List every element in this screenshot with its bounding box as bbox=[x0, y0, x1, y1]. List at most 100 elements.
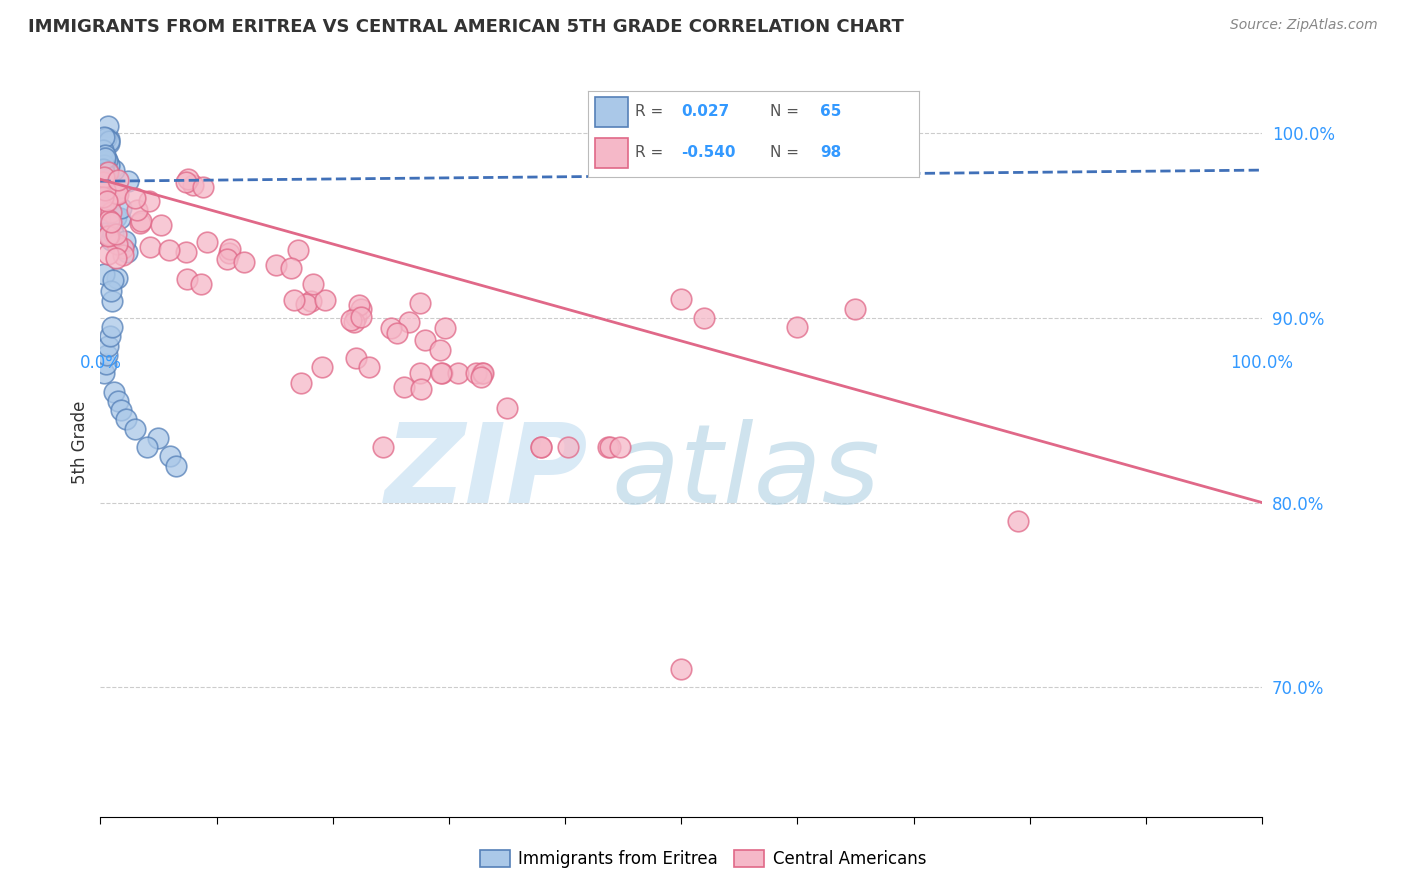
Point bbox=[471, 366, 494, 380]
Point bbox=[96, 357, 118, 371]
Point bbox=[176, 272, 198, 286]
Point bbox=[96, 348, 118, 362]
Point bbox=[98, 329, 121, 343]
Point bbox=[295, 297, 318, 311]
Point bbox=[91, 200, 114, 214]
Point bbox=[350, 310, 373, 325]
Point bbox=[150, 219, 173, 233]
Point bbox=[464, 366, 486, 380]
Point bbox=[91, 219, 114, 233]
Point bbox=[314, 293, 336, 307]
Point bbox=[398, 315, 420, 329]
Point bbox=[195, 235, 218, 250]
Text: 0.0%: 0.0% bbox=[79, 354, 121, 372]
Point bbox=[91, 201, 114, 215]
Point bbox=[98, 159, 121, 173]
Point bbox=[693, 310, 716, 325]
Point bbox=[103, 384, 125, 399]
Point bbox=[283, 293, 305, 307]
Point bbox=[98, 227, 121, 242]
Point bbox=[385, 326, 408, 340]
Point bbox=[110, 201, 132, 215]
Point bbox=[93, 267, 115, 281]
Point bbox=[103, 162, 125, 177]
Point bbox=[357, 359, 380, 374]
Point bbox=[472, 366, 495, 380]
Point bbox=[128, 216, 150, 230]
Point bbox=[98, 132, 121, 146]
Point bbox=[91, 215, 114, 229]
Point bbox=[429, 343, 451, 357]
Point bbox=[233, 255, 256, 269]
Point bbox=[94, 130, 117, 145]
Point bbox=[394, 380, 416, 394]
Point bbox=[93, 190, 115, 204]
Point bbox=[101, 227, 124, 241]
Point bbox=[135, 440, 157, 454]
Point bbox=[93, 366, 115, 380]
Point bbox=[105, 186, 128, 200]
Point bbox=[347, 298, 370, 312]
Point bbox=[596, 440, 619, 454]
Point bbox=[96, 164, 118, 178]
Point bbox=[91, 214, 114, 228]
Point bbox=[433, 321, 456, 335]
Point bbox=[107, 186, 129, 201]
Point bbox=[117, 174, 139, 188]
Point bbox=[91, 193, 114, 207]
Point bbox=[94, 147, 117, 161]
Point bbox=[218, 245, 240, 260]
Point bbox=[344, 351, 367, 365]
Point bbox=[264, 258, 287, 272]
Text: ZIP: ZIP bbox=[385, 419, 588, 526]
Point bbox=[112, 241, 135, 255]
Point bbox=[176, 245, 198, 260]
Point bbox=[409, 382, 432, 396]
Point bbox=[104, 227, 127, 241]
Point bbox=[94, 183, 117, 197]
Point bbox=[96, 153, 118, 167]
Point bbox=[193, 180, 215, 194]
Point bbox=[105, 236, 128, 251]
Point bbox=[97, 247, 120, 261]
Point bbox=[373, 440, 395, 454]
Point bbox=[97, 338, 120, 352]
Point bbox=[101, 294, 124, 309]
Point bbox=[98, 213, 121, 227]
Point bbox=[93, 226, 115, 240]
Point bbox=[93, 158, 115, 172]
Point bbox=[94, 182, 117, 196]
Point bbox=[107, 173, 129, 187]
Point bbox=[183, 178, 205, 192]
Text: 100.0%: 100.0% bbox=[1230, 354, 1294, 372]
Text: atlas: atlas bbox=[612, 419, 880, 526]
Point bbox=[97, 229, 120, 244]
Point bbox=[90, 217, 112, 231]
Point bbox=[343, 315, 366, 329]
Point bbox=[93, 166, 115, 180]
Point bbox=[844, 301, 866, 316]
Point bbox=[97, 119, 120, 133]
Point bbox=[96, 194, 118, 208]
Point bbox=[110, 211, 132, 225]
Point bbox=[669, 662, 692, 676]
Point bbox=[91, 206, 114, 220]
Point bbox=[100, 233, 122, 247]
Point bbox=[1007, 514, 1029, 528]
Point bbox=[107, 394, 129, 409]
Point bbox=[159, 450, 181, 464]
Point bbox=[111, 248, 134, 262]
Point bbox=[219, 243, 242, 257]
Point bbox=[93, 169, 115, 184]
Point bbox=[93, 129, 115, 144]
Point bbox=[350, 301, 373, 316]
Text: IMMIGRANTS FROM ERITREA VS CENTRAL AMERICAN 5TH GRADE CORRELATION CHART: IMMIGRANTS FROM ERITREA VS CENTRAL AMERI… bbox=[28, 18, 904, 36]
Point bbox=[311, 360, 333, 375]
Point bbox=[430, 366, 453, 380]
Text: Source: ZipAtlas.com: Source: ZipAtlas.com bbox=[1230, 18, 1378, 32]
Point bbox=[98, 136, 121, 151]
Point bbox=[599, 440, 621, 454]
Point bbox=[287, 243, 309, 257]
Point bbox=[98, 194, 121, 208]
Point bbox=[103, 273, 125, 287]
